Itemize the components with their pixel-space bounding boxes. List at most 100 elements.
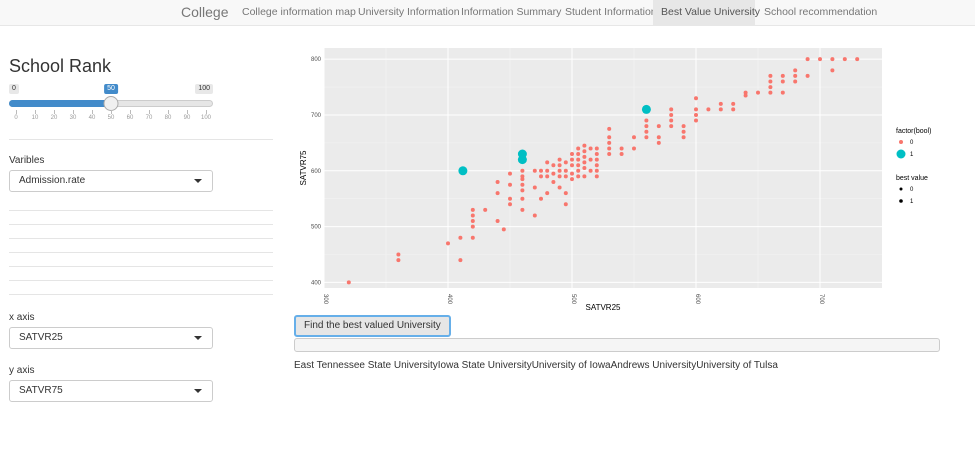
y-axis-title: SATVR75 [299,150,308,186]
data-point [551,171,556,176]
progress-output-box [294,338,940,352]
top-navbar: College College information map Universi… [0,0,975,26]
y-axis-select-value: SATVR75 [19,385,63,396]
data-point [557,185,562,190]
legend-color-title: factor(bool) [896,128,931,135]
data-point [582,166,587,170]
data-point [495,219,500,224]
x-axis-select[interactable]: SATVR25 [9,327,213,349]
x-tick-label: 300 [322,294,328,305]
data-point [588,168,593,173]
data-point [557,174,562,179]
slider-tick-mark [149,110,150,114]
slider-tick-mark [168,110,169,114]
find-best-value-button[interactable]: Find the best valued University [294,315,451,337]
data-point [582,160,587,165]
tab-college-information-map[interactable]: College information map [242,6,356,18]
legend-entry: 1 [910,152,914,158]
tab-student-information[interactable]: Student Information [565,6,657,18]
data-point [594,146,599,151]
data-point [780,73,785,78]
data-point [855,57,860,62]
variables-select[interactable]: Admission.rate [9,170,213,192]
tab-university-information[interactable]: University Information [358,6,460,18]
data-point [656,135,661,140]
tab-best-value-university[interactable]: Best Value University [653,0,760,25]
x-tick-label: 700 [818,294,824,305]
data-point [545,160,550,165]
data-point [458,258,463,263]
data-point [607,135,612,140]
x-axis-title: SATVR25 [586,303,622,312]
tab-school-recommendation[interactable]: School recommendation [764,6,878,18]
data-point [656,140,661,145]
brand-title[interactable]: College [181,4,229,20]
data-point [743,90,748,95]
data-point [570,152,574,157]
data-point [632,146,636,151]
data-point [768,90,773,95]
slider-tick-mark [187,110,188,114]
slider-tick-label: 60 [126,115,134,121]
slider-min-label: 0 [9,84,19,94]
data-point [532,168,537,173]
data-point [681,124,686,129]
data-point [805,57,810,62]
data-point [520,174,525,179]
data-point [619,146,624,151]
data-point [644,129,649,134]
data-point [520,207,525,212]
data-point [520,182,525,187]
slider-tick-label: 10 [31,115,39,121]
legend-entry: 0 [910,140,914,146]
tab-information-summary[interactable]: Information Summary [461,6,562,18]
data-point [588,146,593,151]
slider-handle[interactable] [103,96,119,111]
data-point [545,191,550,196]
data-point [780,90,785,95]
slider-tick-label: 90 [183,115,191,121]
data-point [520,196,525,201]
data-point [694,96,698,101]
slider-tick-label: 70 [145,115,153,121]
data-point [780,79,785,84]
data-point [594,152,599,157]
slider-tick-mark [73,110,74,114]
data-point [644,135,649,140]
data-point [594,163,599,168]
data-point [576,168,581,173]
slider-max-label: 100 [195,84,213,94]
data-point [508,196,512,201]
data-point [842,57,847,62]
data-point [644,118,649,123]
best-value-point [517,149,527,159]
data-point [681,129,686,134]
slider-tick-label: 0 [14,115,18,121]
data-point [470,235,475,240]
data-point [508,202,512,207]
y-axis-select[interactable]: SATVR75 [9,380,213,402]
best-value-point [641,104,651,114]
data-point [731,107,736,112]
slider-tick-mark [206,110,207,114]
legend-key [899,140,903,144]
data-point [570,171,574,176]
slider-tick-mark [16,110,17,114]
data-point [446,241,450,246]
data-point [520,188,525,193]
legend-key [899,199,903,203]
sidebar-title: School Rank [9,56,112,76]
data-point [681,135,686,140]
school-rank-slider[interactable]: 0 100 50 0 10 20 30 40 50 60 70 80 90 100 [9,84,213,128]
slider-fill [9,100,111,107]
data-point [607,140,612,145]
data-point [483,207,488,212]
data-point [570,177,574,182]
legend-size-title: best value [896,175,928,182]
divider [9,139,273,140]
legend-key [896,149,906,159]
data-point [346,280,351,285]
divider [9,294,273,295]
data-point [582,149,587,154]
y-tick-label: 600 [311,169,322,175]
